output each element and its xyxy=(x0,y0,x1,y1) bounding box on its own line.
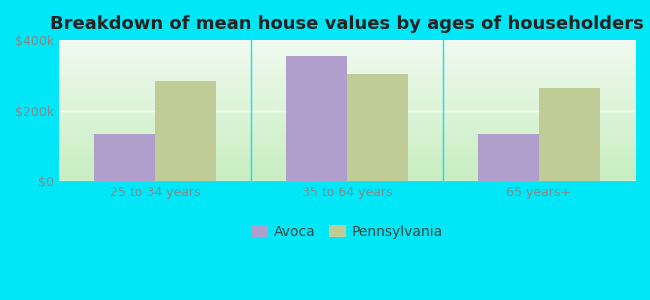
Bar xyxy=(539,88,601,181)
Bar xyxy=(478,134,539,181)
Bar xyxy=(347,74,408,181)
Bar xyxy=(155,81,216,181)
Bar xyxy=(285,56,347,181)
Title: Breakdown of mean house values by ages of householders: Breakdown of mean house values by ages o… xyxy=(50,15,644,33)
Bar xyxy=(94,134,155,181)
Legend: Avoca, Pennsylvania: Avoca, Pennsylvania xyxy=(246,219,448,244)
